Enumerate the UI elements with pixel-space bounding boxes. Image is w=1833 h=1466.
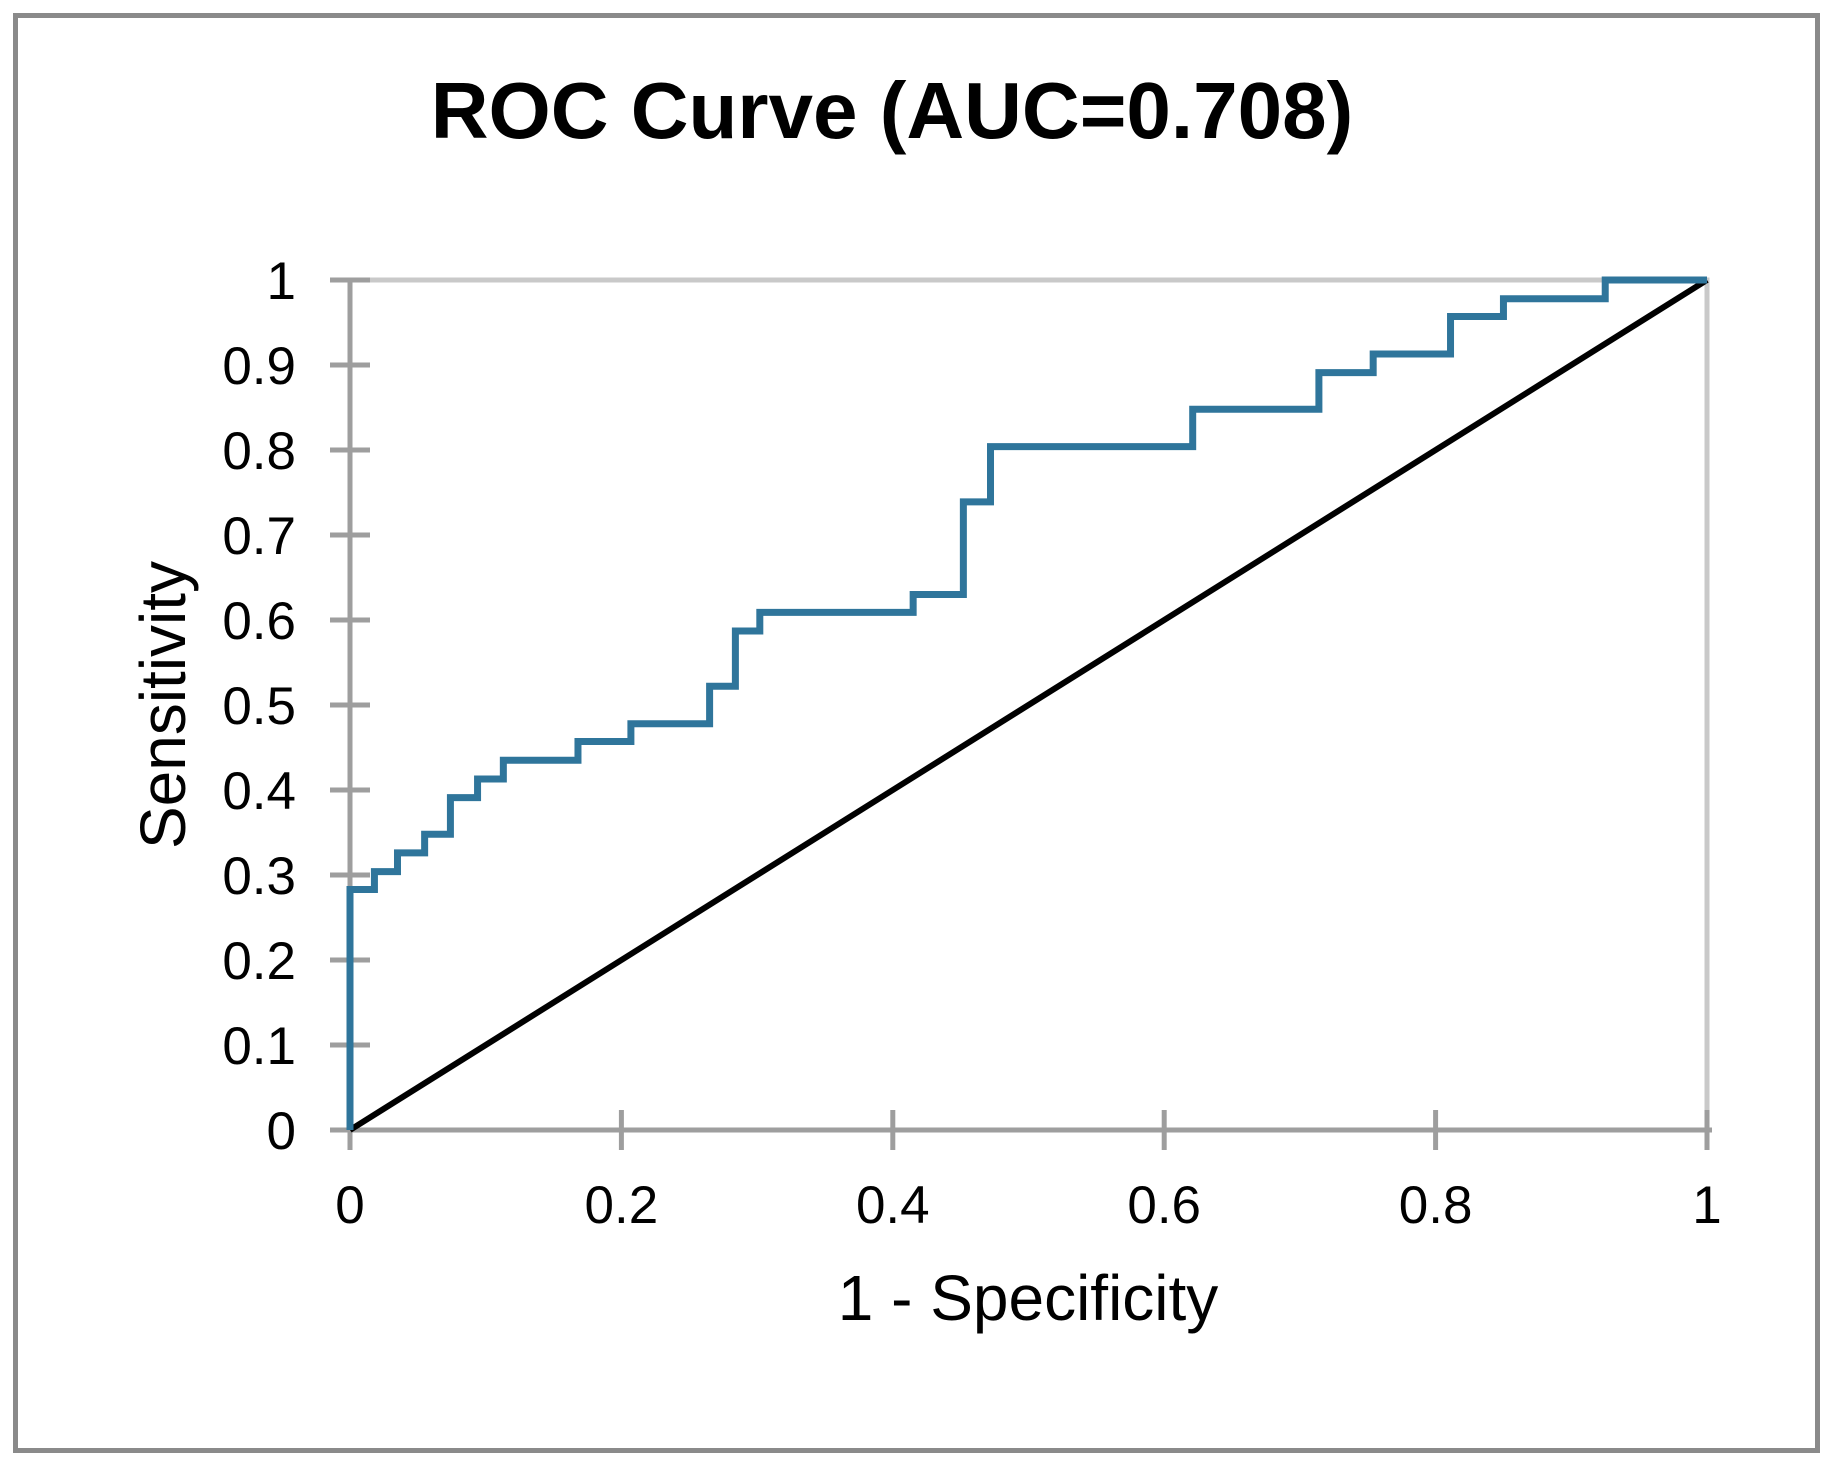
y-tick-label: 0.8 [222,422,296,481]
y-tick-label: 0.7 [222,507,296,566]
y-tick-label: 0.1 [222,1017,296,1076]
y-tick-label: 0.2 [222,932,296,991]
y-tick-label: 1 [267,252,296,311]
x-tick-label: 0 [335,1176,364,1235]
y-tick-label: 0 [267,1102,296,1161]
x-tick-label: 0.8 [1399,1176,1473,1235]
y-tick-label: 0.9 [222,337,296,396]
x-tick-label: 0.4 [856,1176,930,1235]
x-tick-label: 0.6 [1127,1176,1201,1235]
x-tick-label: 1 [1692,1176,1721,1235]
x-tick-label: 0.2 [585,1176,659,1235]
y-axis-title: Sensitivity [127,560,199,850]
y-tick-label: 0.6 [222,592,296,651]
chart-title: ROC Curve (AUC=0.708) [430,66,1354,155]
y-tick-label: 0.4 [222,762,296,821]
y-tick-label: 0.5 [222,677,296,736]
y-tick-label: 0.3 [222,847,296,906]
roc-curve-line [346,276,1707,1130]
x-axis-title: 1 - Specificity [837,1262,1219,1334]
reference-diagonal-line [348,277,1709,1133]
